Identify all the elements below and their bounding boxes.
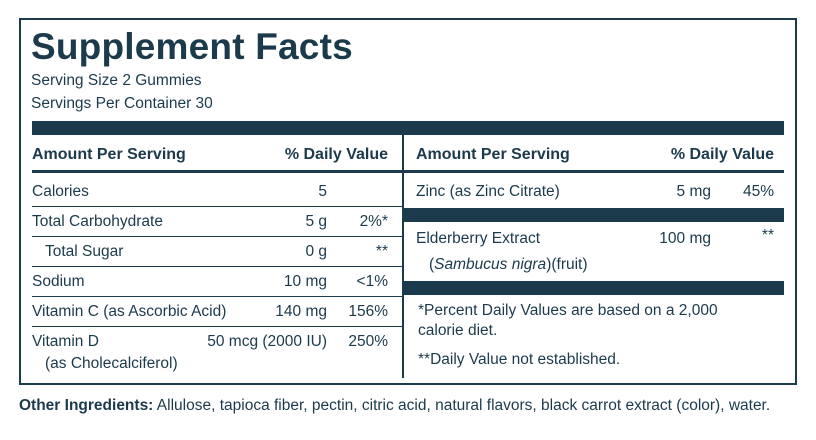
section-bar [404, 281, 784, 295]
serving-size: Serving Size 2 Gummies [31, 72, 202, 89]
row-rule [32, 236, 402, 237]
row-rule [32, 206, 402, 207]
right-header-dv: % Daily Value [670, 146, 774, 163]
nutrient-dv: 156% [348, 303, 388, 320]
nutrient-amount: 50 mcg (2000 IU) [207, 333, 327, 350]
right-header-rule [404, 170, 784, 173]
section-bar [404, 208, 784, 222]
nutrient-name: Vitamin D [32, 333, 99, 350]
panel-title: Supplement Facts [31, 26, 353, 67]
left-header-rule [32, 170, 402, 173]
nutrient-dv: 2%* [359, 213, 388, 230]
nutrient-name: Elderberry Extract [416, 230, 541, 247]
left-header-amount: Amount Per Serving [32, 146, 186, 163]
nutrient-name: Calories [32, 183, 89, 200]
supplement-facts-panel: Supplement Facts Serving Size 2 Gummies … [19, 18, 797, 385]
nutrient-name-line2: (Sambucus nigra)(fruit) [429, 256, 588, 273]
footnote-not-established: **Daily Value not established. [418, 351, 621, 368]
other-ingredients: Other Ingredients: Allulose, tapioca fib… [19, 396, 770, 416]
row-rule [32, 266, 402, 267]
nutrient-amount: 100 mg [659, 230, 711, 247]
nutrient-amount: 5 g [305, 213, 327, 230]
nutrient-dv: 45% [742, 183, 774, 200]
row-rule [32, 326, 402, 327]
footnote-percent: *Percent Daily Values are based on a 2,0… [418, 302, 718, 319]
nutrient-amount: 140 mg [275, 303, 327, 320]
nutrient-name-line2: (as Cholecalciferol) [45, 355, 178, 372]
left-header-dv: % Daily Value [284, 146, 388, 163]
top-bar [32, 121, 784, 135]
servings-per-container: Servings Per Container 30 [31, 95, 213, 112]
nutrient-amount: 5 [318, 183, 327, 200]
other-ingredients-text: Allulose, tapioca fiber, pectin, citric … [153, 397, 771, 414]
nutrient-dv: ** [375, 243, 388, 260]
nutrient-amount: 5 mg [676, 183, 711, 200]
nutrient-dv: <1% [356, 273, 388, 290]
nutrient-name: Total Carbohydrate [32, 213, 163, 230]
column-divider [402, 135, 404, 378]
right-header-amount: Amount Per Serving [416, 146, 570, 163]
nutrient-amount: 10 mg [283, 273, 327, 290]
nutrient-name: Zinc (as Zinc Citrate) [416, 183, 560, 200]
nutrient-name: Sodium [32, 273, 85, 290]
nutrient-name: Vitamin C (as Ascorbic Acid) [32, 303, 227, 320]
row-rule [32, 296, 402, 297]
nutrient-dv: ** [761, 227, 774, 244]
nutrient-dv: 250% [348, 333, 388, 350]
nutrient-name: Total Sugar [45, 243, 124, 260]
nutrient-amount: 0 g [305, 243, 327, 260]
footnote-percent-line2: calorie diet. [418, 322, 498, 339]
other-ingredients-label: Other Ingredients: [19, 397, 154, 414]
